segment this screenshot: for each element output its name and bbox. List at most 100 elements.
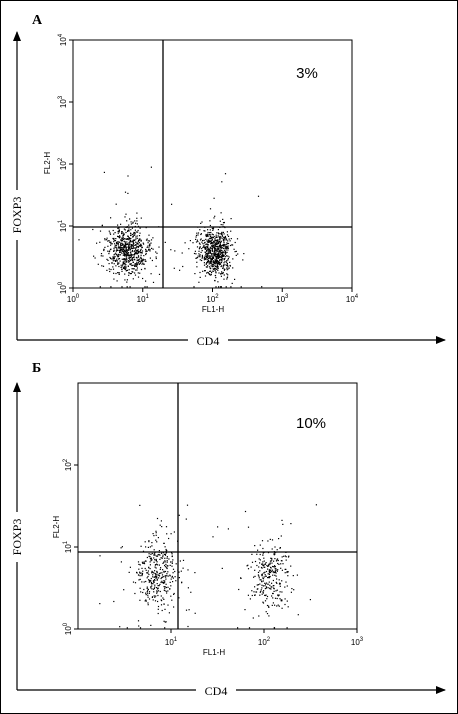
event-dot bbox=[166, 567, 168, 569]
event-dot bbox=[155, 564, 157, 566]
event-dot bbox=[164, 581, 166, 583]
event-dot bbox=[273, 585, 275, 587]
event-dot bbox=[268, 572, 271, 574]
event-dot bbox=[278, 579, 280, 581]
event-dot bbox=[155, 574, 157, 576]
event-dot bbox=[206, 266, 208, 268]
event-dot bbox=[214, 259, 216, 261]
event-dot bbox=[237, 627, 239, 629]
event-dot bbox=[260, 590, 262, 592]
event-dot bbox=[261, 584, 263, 586]
event-dot bbox=[147, 602, 149, 604]
event-dot bbox=[224, 268, 226, 270]
event-dot bbox=[266, 604, 269, 607]
panel-a: А FOXP3 CD4 100 101 102 103 104 100101102103… bbox=[8, 13, 446, 348]
event-dot bbox=[117, 224, 119, 226]
event-dot bbox=[135, 269, 137, 271]
event-dot bbox=[223, 245, 225, 247]
event-dot bbox=[210, 238, 212, 240]
event-dot bbox=[140, 243, 142, 246]
event-dot bbox=[273, 627, 275, 629]
event-dot bbox=[156, 561, 158, 563]
event-dot bbox=[268, 573, 270, 575]
event-dot bbox=[108, 251, 110, 253]
event-dot bbox=[118, 265, 120, 268]
x-tick-label: 102 bbox=[206, 294, 219, 304]
event-dot bbox=[263, 576, 265, 578]
event-dot bbox=[122, 243, 124, 245]
event-dot bbox=[147, 594, 149, 596]
event-dot bbox=[214, 270, 216, 272]
event-dot bbox=[112, 237, 114, 240]
event-dot bbox=[216, 245, 218, 248]
event-dot bbox=[154, 573, 157, 575]
event-dot bbox=[199, 254, 201, 256]
event-dot bbox=[140, 217, 142, 219]
event-dot bbox=[215, 268, 218, 270]
event-dot bbox=[199, 256, 201, 258]
event-dot bbox=[215, 286, 217, 288]
event-dot bbox=[163, 586, 165, 588]
event-dot bbox=[205, 257, 207, 259]
event-dot bbox=[164, 560, 166, 562]
event-dot bbox=[147, 589, 149, 591]
event-dot bbox=[223, 278, 225, 280]
panel-a-outer-ylabel: FOXP3 bbox=[10, 197, 24, 234]
event-dot bbox=[216, 261, 218, 263]
event-dot bbox=[213, 250, 215, 252]
event-dot bbox=[121, 247, 123, 249]
event-dot bbox=[206, 240, 208, 242]
event-dot bbox=[208, 234, 210, 236]
event-dot bbox=[229, 244, 232, 247]
event-dot bbox=[157, 590, 160, 592]
event-dot bbox=[214, 215, 216, 217]
event-dot bbox=[210, 247, 212, 249]
event-dot bbox=[145, 252, 147, 255]
event-dot bbox=[130, 233, 132, 235]
event-dot bbox=[162, 582, 164, 584]
event-dot bbox=[146, 587, 148, 589]
event-dot bbox=[131, 271, 133, 273]
event-dot bbox=[138, 260, 140, 262]
event-dot bbox=[104, 239, 106, 241]
event-dot bbox=[221, 235, 223, 237]
event-dot bbox=[273, 588, 275, 590]
event-dot bbox=[268, 577, 270, 579]
event-dot bbox=[166, 560, 168, 562]
event-dot bbox=[141, 567, 143, 569]
event-dot bbox=[178, 571, 180, 573]
event-dot bbox=[214, 249, 216, 251]
event-dot bbox=[120, 242, 122, 244]
event-dot bbox=[144, 600, 146, 602]
event-dot bbox=[120, 547, 122, 549]
event-dot bbox=[159, 554, 161, 556]
event-dot bbox=[140, 256, 142, 258]
event-dot bbox=[171, 561, 173, 563]
event-dot bbox=[143, 263, 145, 265]
event-dot bbox=[219, 237, 221, 239]
event-dot bbox=[208, 251, 210, 253]
event-dot bbox=[272, 565, 274, 568]
event-dot bbox=[199, 247, 201, 249]
event-dot bbox=[99, 286, 101, 288]
event-dot bbox=[155, 576, 157, 578]
event-dot bbox=[158, 246, 160, 248]
event-dot bbox=[131, 254, 133, 256]
event-dot bbox=[134, 592, 136, 595]
event-dot bbox=[127, 261, 129, 263]
event-dot bbox=[144, 541, 146, 543]
event-dot bbox=[297, 614, 299, 616]
event-dot bbox=[217, 265, 219, 267]
event-dot bbox=[150, 586, 152, 588]
event-dot bbox=[258, 575, 260, 577]
event-dot bbox=[206, 262, 208, 264]
event-dot bbox=[161, 526, 163, 528]
event-dot bbox=[167, 604, 169, 606]
event-dot bbox=[268, 564, 270, 566]
event-dot bbox=[140, 261, 142, 263]
event-dot bbox=[116, 254, 118, 256]
event-dot bbox=[265, 570, 268, 573]
event-dot bbox=[233, 248, 235, 250]
event-dot bbox=[118, 254, 120, 256]
event-dot bbox=[197, 240, 199, 243]
